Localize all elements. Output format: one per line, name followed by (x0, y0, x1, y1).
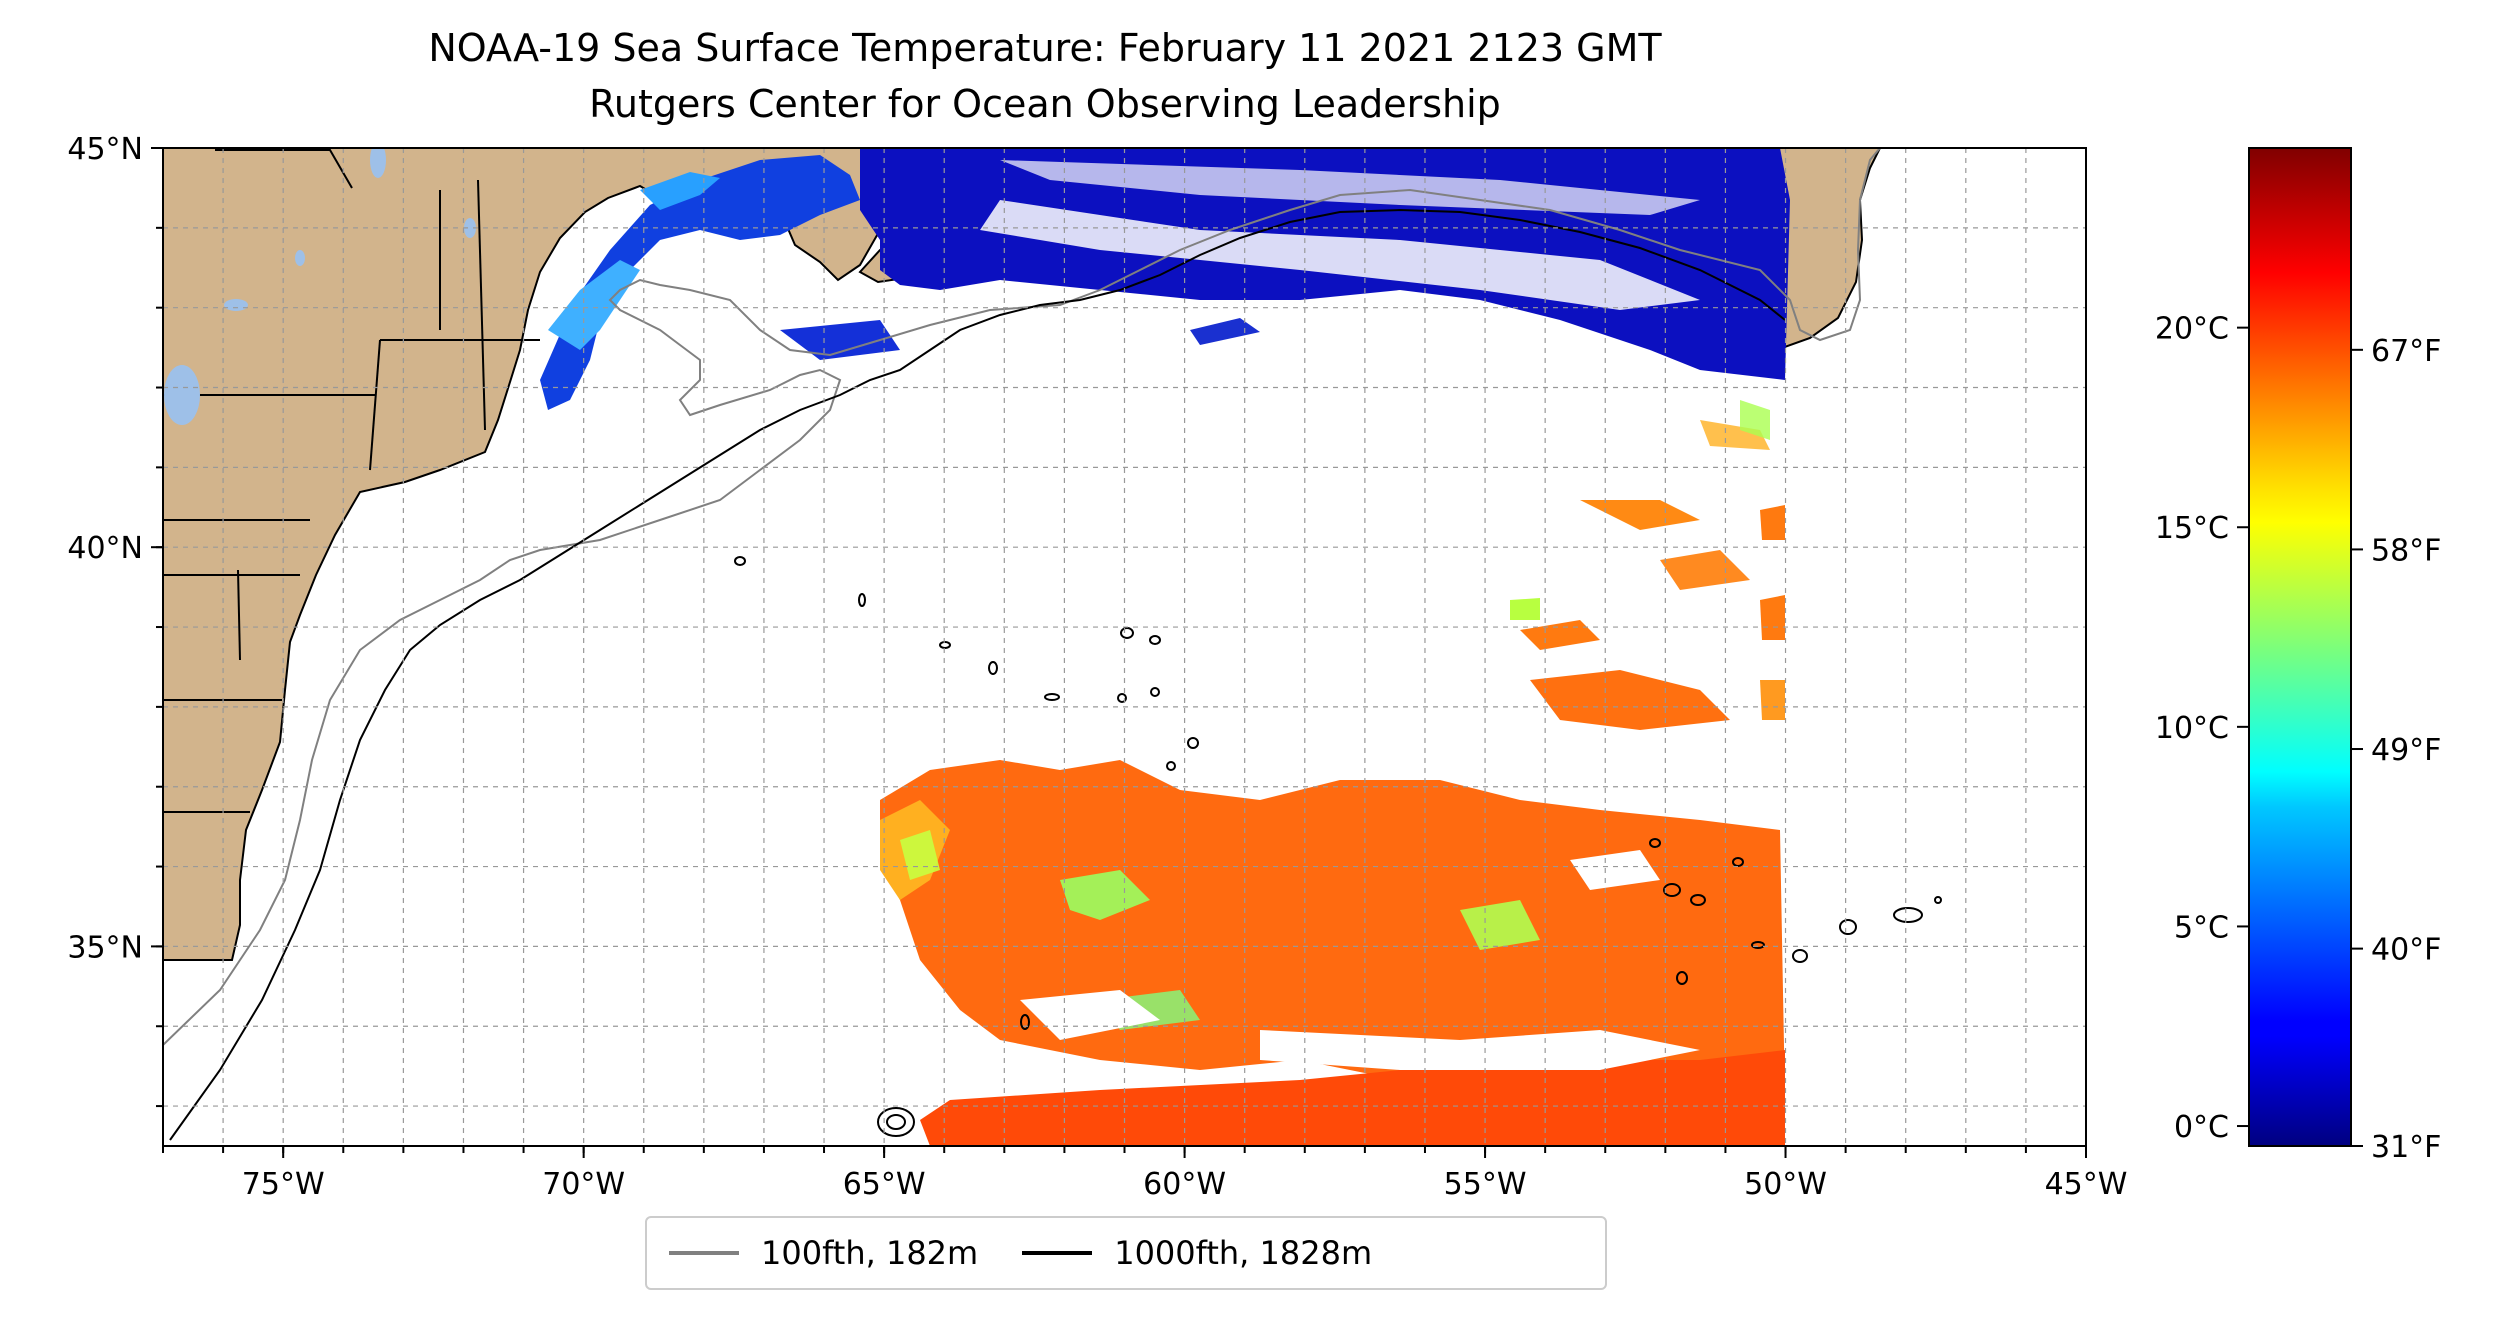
colorbar-celsius-label: 10°C (2155, 711, 2229, 746)
colorbar-celsius-label: 20°C (2155, 312, 2229, 347)
lat-tick-label: 45°N (67, 132, 143, 167)
map-subtitle: Rutgers Center for Ocean Observing Leade… (589, 82, 1501, 126)
colorbar (2248, 147, 2352, 1147)
lat-tick-label: 40°N (67, 531, 143, 566)
legend-label-100fth: 100fth, 182m (761, 1234, 979, 1272)
isobath-100fth (163, 148, 1881, 1046)
colorbar-celsius-label: 15°C (2155, 511, 2229, 546)
legend-swatch-black (1022, 1251, 1093, 1255)
colorbar-fahrenheit-ticks: 31°F 40°F 49°F 58°F 67°F (2351, 334, 2441, 1165)
sst-cold-patches (540, 148, 1790, 410)
longitude-axis: 75°W 70°W 65°W 60°W 55°W 50°W 45°W (162, 1146, 2128, 1202)
legend-item-1000fth: 1000fth, 1828m (1022, 1234, 1372, 1272)
sst-warm-patches (880, 400, 1785, 1146)
colorbar-celsius-label: 0°C (2174, 1110, 2229, 1145)
colorbar-fahrenheit-label: 31°F (2371, 1130, 2441, 1165)
lon-tick-label: 45°W (2045, 1167, 2128, 1202)
map-title: NOAA-19 Sea Surface Temperature: Februar… (428, 26, 1662, 70)
legend-item-100fth: 100fth, 182m (669, 1234, 978, 1272)
lat-tick-label: 35°N (67, 930, 143, 965)
lon-tick-label: 65°W (843, 1167, 926, 1202)
colorbar-fahrenheit-label: 58°F (2371, 533, 2441, 568)
colorbar-fahrenheit-label: 67°F (2371, 334, 2441, 369)
legend-swatch-gray (669, 1251, 739, 1255)
colorbar-fahrenheit-label: 40°F (2371, 933, 2441, 968)
legend-label-1000fth: 1000fth, 1828m (1114, 1234, 1373, 1272)
lon-tick-label: 75°W (242, 1167, 325, 1202)
gridlines (163, 148, 2086, 1146)
lon-tick-label: 50°W (1744, 1167, 1827, 1202)
latitude-axis: 45°N 40°N 35°N (67, 132, 163, 1108)
lon-tick-label: 60°W (1143, 1167, 1226, 1202)
lon-tick-label: 55°W (1444, 1167, 1527, 1202)
colorbar-fahrenheit-label: 49°F (2371, 733, 2441, 768)
lakes (164, 148, 476, 425)
colorbar-celsius-ticks: 0°C 5°C 10°C 15°C 20°C (2155, 312, 2249, 1145)
map-legend: 100fth, 182m 1000fth, 1828m (645, 1216, 1607, 1290)
colorbar-celsius-label: 5°C (2174, 910, 2229, 945)
lon-tick-label: 70°W (542, 1167, 625, 1202)
seamount-contours (734, 556, 1942, 1137)
